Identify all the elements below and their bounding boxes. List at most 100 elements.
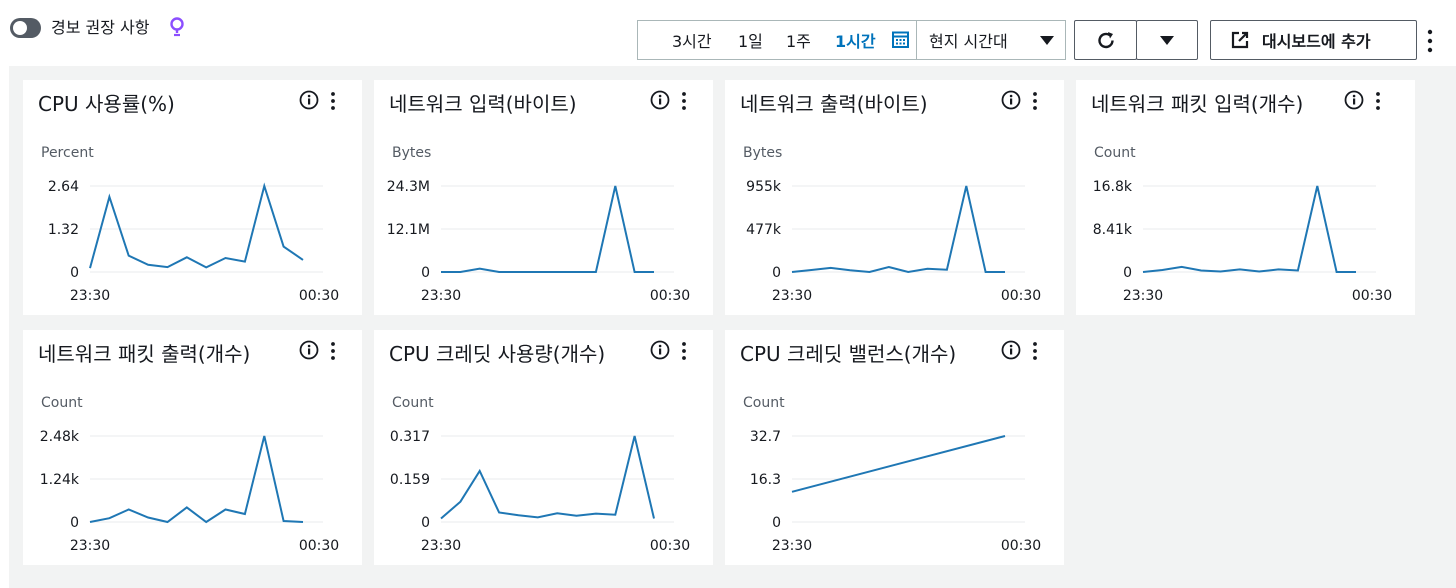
y-axis-unit-label: Bytes — [743, 145, 783, 161]
metric-card: 네트워크 출력(바이트) Bytes 955k 477k 0 23:30 00:30 — [725, 80, 1064, 315]
more-options-icon[interactable] — [1374, 91, 1382, 111]
metric-title: 네트워크 출력(바이트) — [740, 92, 928, 116]
y-axis-unit-label: Bytes — [392, 145, 432, 161]
line-chart: 24.3M 12.1M 0 23:30 00:30 — [387, 179, 690, 304]
more-options-icon[interactable] — [1031, 91, 1039, 111]
alarm-recommendation-label: 경보 권장 사항 — [51, 18, 150, 37]
y-tick-label: 0 — [1123, 265, 1132, 281]
calendar-icon[interactable] — [892, 31, 909, 48]
line-chart: 2.64 1.32 0 23:30 00:30 — [48, 179, 339, 304]
metric-title: CPU 크레딧 밸런스(개수) — [740, 342, 957, 366]
caret-down-icon[interactable] — [1040, 36, 1054, 45]
metrics-dashboard: CPU 사용률(%) Percent 2.64 1.32 0 23:30 00:30 네트워… — [9, 66, 1456, 588]
line-chart: 32.7 16.3 0 23:30 00:30 — [750, 429, 1041, 554]
y-axis-unit-label: Count — [392, 395, 434, 411]
timezone-select[interactable]: 현지 시간대 — [929, 32, 1008, 51]
x-tick-label: 00:30 — [299, 288, 339, 304]
y-tick-label: 0 — [421, 515, 430, 531]
metric-title: 네트워크 패킷 출력(개수) — [38, 342, 251, 366]
series-line[interactable] — [89, 182, 304, 269]
caret-down-icon — [1160, 36, 1174, 45]
y-tick-label: 955k — [746, 179, 782, 195]
x-tick-label: 00:30 — [299, 538, 339, 554]
y-tick-label: 0 — [70, 515, 79, 531]
refresh-icon — [1098, 32, 1114, 49]
metric-card: CPU 크레딧 사용량(개수) Count 0.317 0.159 0 23:30 00:3… — [374, 330, 713, 565]
info-icon[interactable] — [1001, 340, 1021, 360]
x-tick-label: 00:30 — [650, 538, 690, 554]
y-tick-label: 0 — [772, 265, 781, 281]
more-options-icon[interactable] — [1425, 26, 1435, 56]
info-icon[interactable] — [1344, 90, 1364, 110]
series-line[interactable] — [441, 185, 654, 273]
y-tick-label: 477k — [746, 222, 782, 238]
info-icon[interactable] — [299, 340, 319, 360]
more-options-icon[interactable] — [680, 341, 688, 361]
y-tick-label: 8.41k — [1093, 222, 1133, 238]
metric-card: CPU 크레딧 밸런스(개수) Count 32.7 16.3 0 23:30 00:30 — [725, 330, 1064, 565]
y-tick-label: 0.317 — [390, 429, 430, 445]
y-tick-label: 2.48k — [40, 429, 80, 445]
x-tick-label: 00:30 — [1352, 288, 1392, 304]
series-line[interactable] — [1142, 185, 1356, 273]
series-line[interactable] — [89, 435, 304, 524]
y-axis-unit-label: Count — [743, 395, 785, 411]
metric-title: CPU 크레딧 사용량(개수) — [389, 342, 606, 366]
x-tick-label: 23:30 — [1123, 288, 1163, 304]
x-tick-label: 23:30 — [70, 538, 110, 554]
line-chart: 16.8k 8.41k 0 23:30 00:30 — [1093, 179, 1392, 304]
alarm-recommendation-toggle[interactable] — [10, 18, 41, 38]
x-tick-label: 00:30 — [1001, 288, 1041, 304]
y-tick-label: 16.3 — [750, 472, 781, 488]
metric-card: 네트워크 패킷 출력(개수) Count 2.48k 1.24k 0 23:30 00:30 — [23, 330, 362, 565]
x-tick-label: 00:30 — [650, 288, 690, 304]
refresh-options-button[interactable] — [1136, 20, 1198, 60]
info-icon[interactable] — [299, 90, 319, 110]
more-options-icon[interactable] — [329, 91, 337, 111]
time-range-3h[interactable]: 3시간 — [672, 32, 712, 51]
more-options-icon[interactable] — [1031, 341, 1039, 361]
y-axis-unit-label: Count — [1094, 145, 1136, 161]
line-chart: 2.48k 1.24k 0 23:30 00:30 — [40, 429, 339, 554]
x-tick-label: 23:30 — [772, 538, 812, 554]
series-line[interactable] — [791, 435, 1006, 493]
y-axis-unit-label: Count — [41, 395, 83, 411]
lightbulb-icon — [170, 17, 184, 37]
series-line[interactable] — [440, 435, 655, 520]
x-tick-label: 00:30 — [1001, 538, 1041, 554]
x-tick-label: 23:30 — [421, 538, 461, 554]
y-tick-label: 1.24k — [40, 472, 80, 488]
add-to-dashboard-button[interactable]: 대시보드에 추가 — [1210, 20, 1417, 60]
y-tick-label: 16.8k — [1093, 179, 1133, 195]
info-icon[interactable] — [650, 90, 670, 110]
metric-card: CPU 사용률(%) Percent 2.64 1.32 0 23:30 00:30 — [23, 80, 362, 315]
y-tick-label: 0 — [70, 265, 79, 281]
x-tick-label: 23:30 — [70, 288, 110, 304]
metric-card: 네트워크 입력(바이트) Bytes 24.3M 12.1M 0 23:30 00:30 — [374, 80, 713, 315]
time-range-1d[interactable]: 1일 — [738, 32, 763, 51]
time-range-1h[interactable]: 1시간 — [835, 32, 876, 51]
time-range-selector: 3시간 1일 1주 1시간 현지 시간대 — [637, 20, 1066, 60]
metric-title: 네트워크 패킷 입력(개수) — [1091, 92, 1304, 116]
metric-title: CPU 사용률(%) — [38, 92, 175, 116]
y-tick-label: 0.159 — [390, 472, 430, 488]
x-tick-label: 23:30 — [772, 288, 812, 304]
series-line[interactable] — [791, 185, 1005, 274]
more-options-icon[interactable] — [680, 91, 688, 111]
info-icon[interactable] — [1001, 90, 1021, 110]
y-tick-label: 0 — [421, 265, 430, 281]
y-tick-label: 12.1M — [387, 222, 430, 238]
refresh-button[interactable] — [1074, 20, 1137, 60]
external-link-icon — [1231, 31, 1249, 49]
y-tick-label: 32.7 — [750, 429, 781, 445]
y-tick-label: 2.64 — [48, 179, 79, 195]
time-range-1w[interactable]: 1주 — [786, 32, 811, 51]
more-options-icon[interactable] — [329, 341, 337, 361]
line-chart: 0.317 0.159 0 23:30 00:30 — [390, 429, 690, 554]
x-tick-label: 23:30 — [421, 288, 461, 304]
divider — [916, 20, 917, 60]
toolbar: 경보 권장 사항 3시간 1일 1주 1시간 현지 시간대 — [0, 0, 1456, 66]
line-chart: 955k 477k 0 23:30 00:30 — [746, 179, 1041, 304]
info-icon[interactable] — [650, 340, 670, 360]
y-tick-label: 24.3M — [387, 179, 430, 195]
